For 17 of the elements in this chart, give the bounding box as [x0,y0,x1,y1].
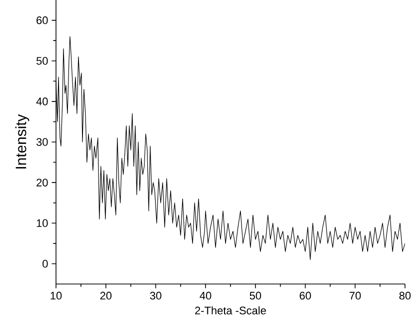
y-tick-label: 0 [42,260,48,268]
x-tick-label: 40 [200,292,212,300]
x-tick-label: 80 [399,292,411,300]
y-tick-label: 60 [36,16,48,24]
y-tick-label: 50 [36,56,48,65]
y-tick-label: 20 [36,178,48,186]
x-tick-label: 70 [350,292,361,300]
y-tick-label: 30 [36,138,48,146]
x-axis-title: 2-Theta -Scale [195,306,266,314]
y-axis-title: Intensity [15,114,30,168]
x-tick-label: 30 [150,292,162,300]
x-tick-label: 60 [300,292,311,300]
x-tick-label: 50 [250,292,262,300]
y-tick-label: 40 [36,98,48,106]
y-tick-label: 10 [36,219,48,228]
x-tick-label: 20 [100,292,112,300]
x-tick-label: 10 [50,292,62,300]
